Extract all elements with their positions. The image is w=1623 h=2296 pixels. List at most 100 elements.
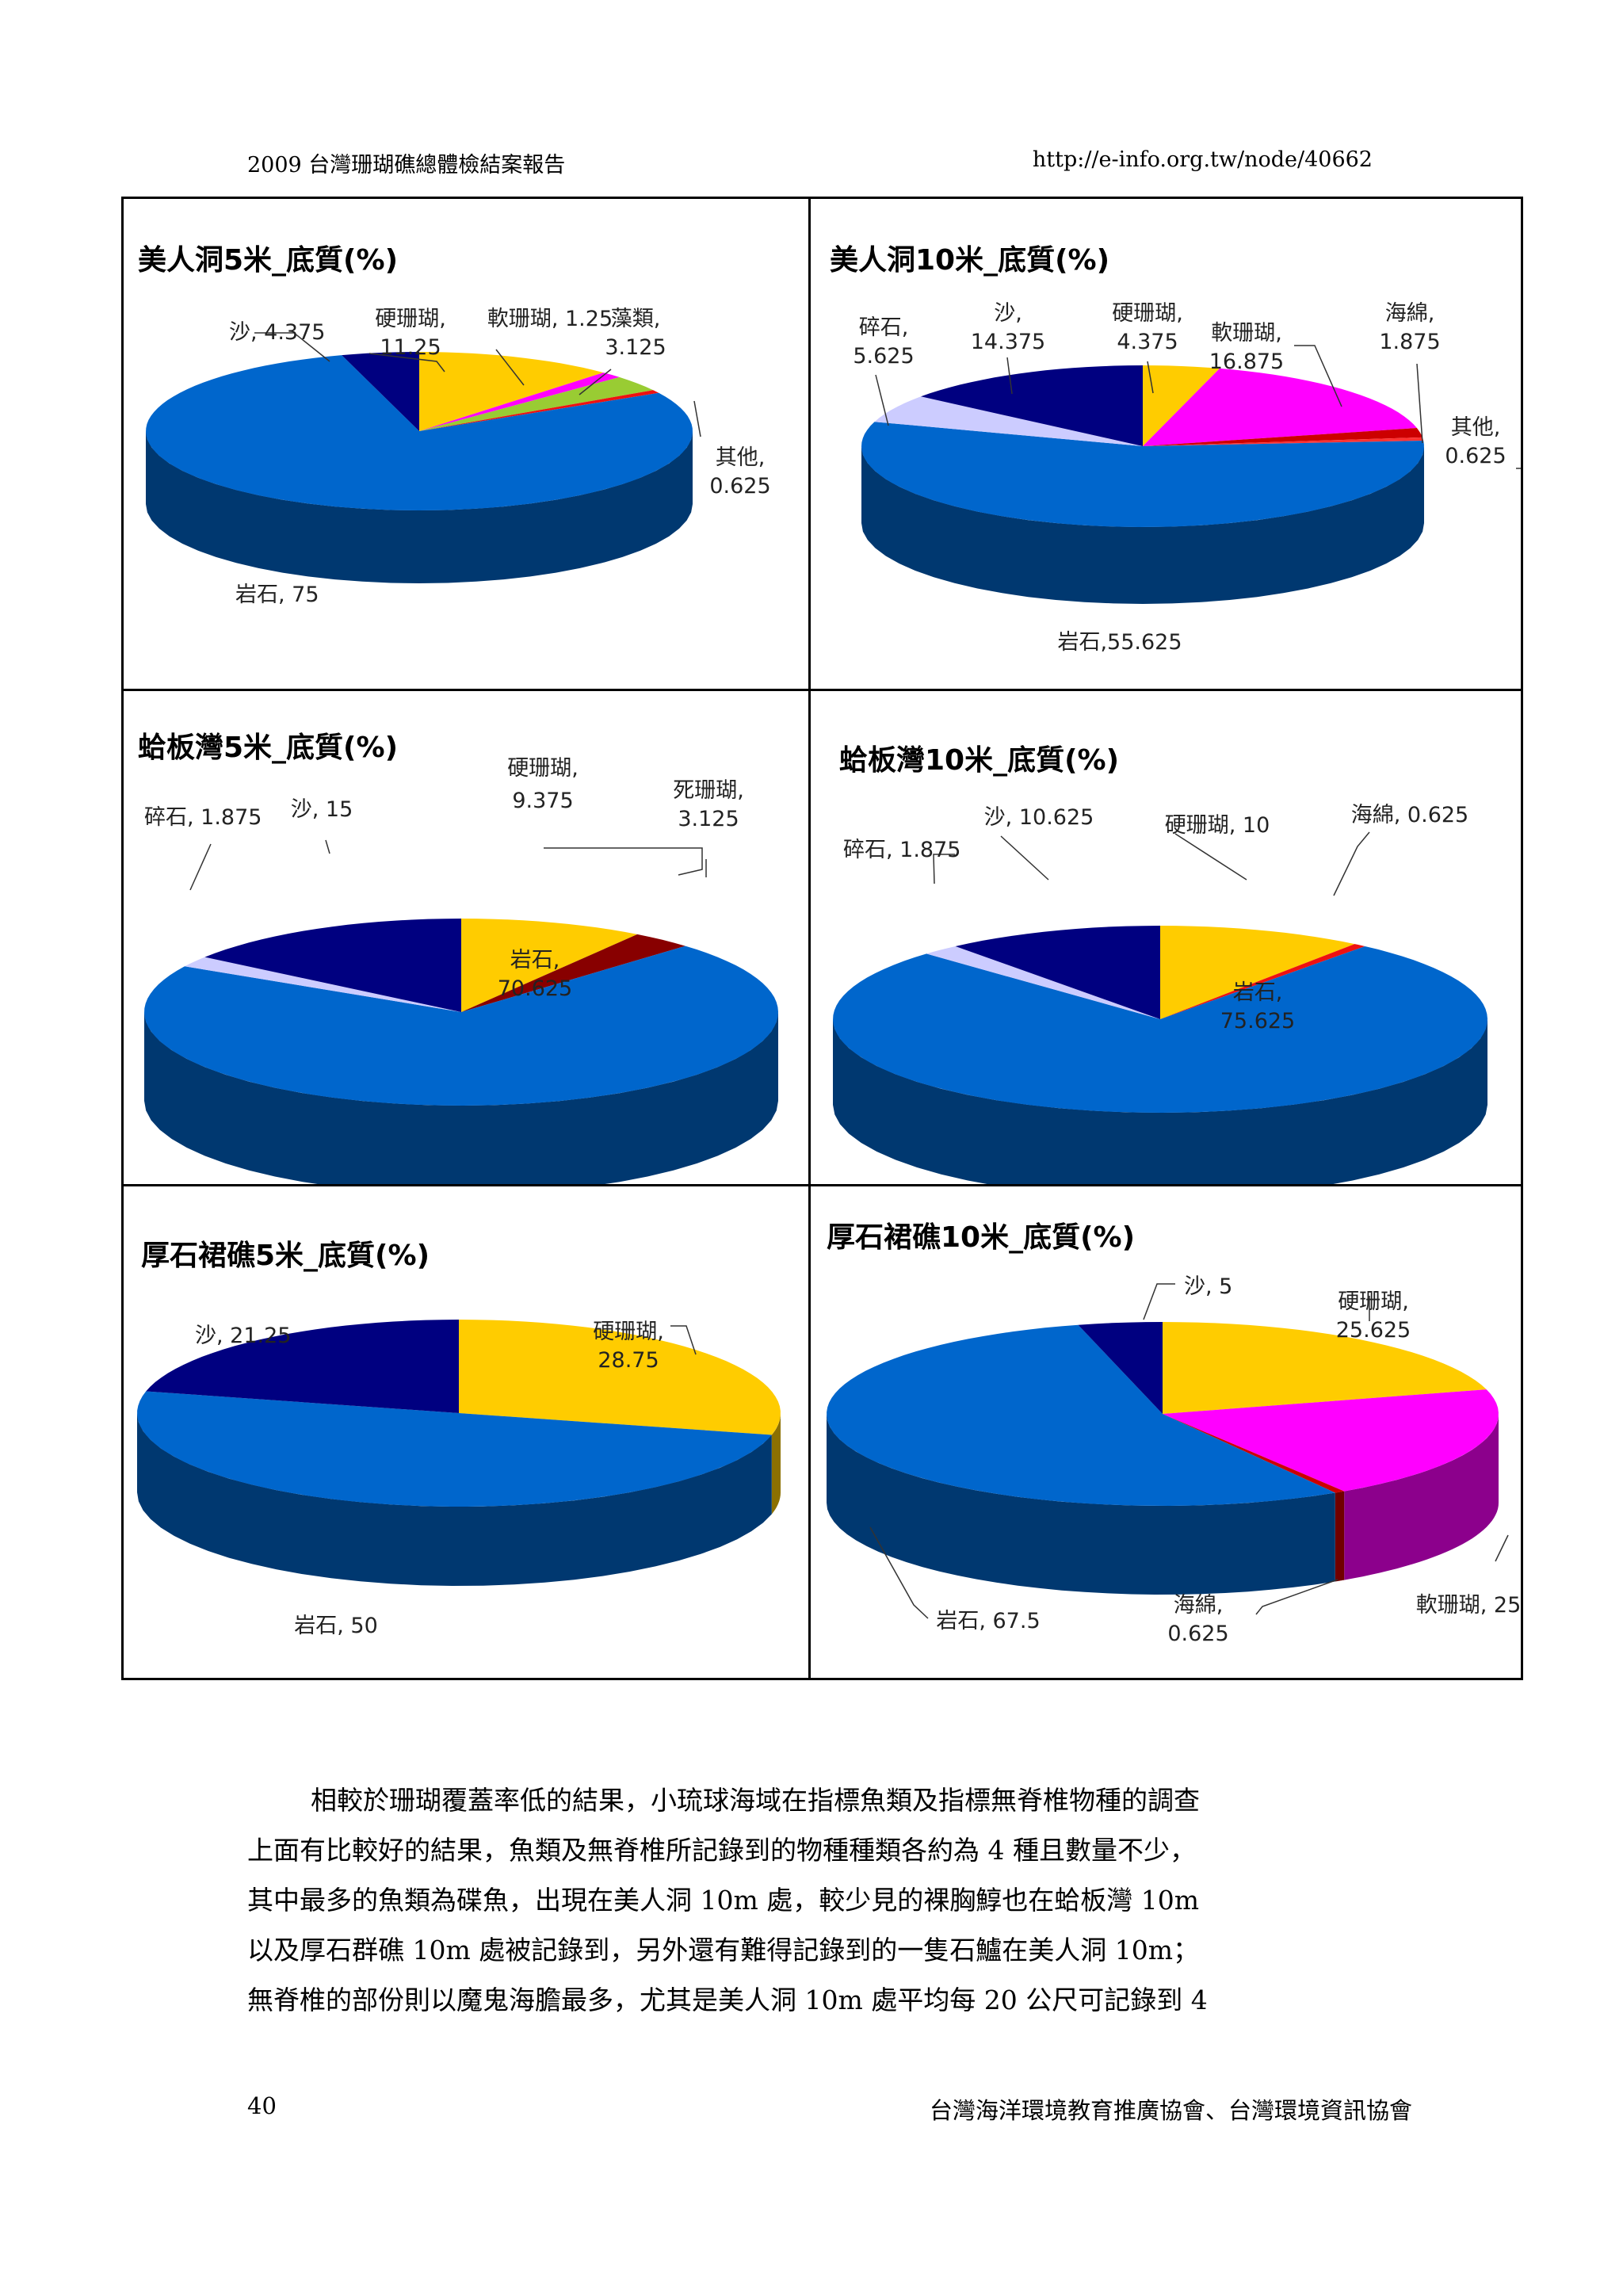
chart-label: 4.375 (1117, 330, 1178, 354)
chart-label: 海綿, (1385, 301, 1435, 326)
chart-label: 碎石, 1.875 (144, 805, 262, 830)
chart-label: 3.125 (605, 335, 666, 360)
pie-slice-side (137, 1413, 772, 1586)
body-line: 以及厚石群礁 10m 處被記錄到，另外還有難得記錄到的一隻石鱸在美人洞 10m； (247, 1935, 1200, 1966)
pie-slice (204, 919, 461, 1012)
chart-title: 厚石裙礁10米_底質(%) (827, 1221, 1136, 1254)
pie-slice-side (771, 1413, 781, 1515)
chart-label: 沙, 10.625 (984, 805, 1094, 830)
pie-slice (185, 957, 461, 1012)
chart-label: 軟珊瑚, 1.25 (487, 307, 613, 331)
pie-slice (137, 1391, 772, 1507)
pie-slice-side (833, 1019, 1487, 1184)
pie-body (146, 352, 693, 583)
chart-label: 9.375 (512, 789, 573, 813)
pie-slice-side (861, 446, 1424, 604)
chart-label: 硬珊瑚, (1112, 301, 1183, 326)
pie-slice (926, 946, 1160, 1019)
pie-slice (146, 355, 693, 510)
chart-title: 美人洞10米_底質(%) (830, 244, 1110, 277)
chart-title: 厚石裙礁5米_底質(%) (141, 1240, 430, 1272)
chart-label: 岩石, (1233, 980, 1283, 1005)
pie-slice (146, 1320, 459, 1413)
page-footer: 40 台灣海洋環境教育推廣協會、台灣環境資訊協會 (247, 2092, 1412, 2127)
pie-slice (419, 390, 659, 431)
chart-label: 海綿, (1174, 1593, 1224, 1618)
chart-panel-haban-10m: 蛤板灣10米_底質(%) 碎石, 1.875 沙, 10.625 硬珊瑚, 10… (811, 691, 1521, 1184)
pie-chart-haban-10m: 碎石, 1.875 沙, 10.625 硬珊瑚, 10 海綿, 0.625 岩石… (833, 803, 1487, 1184)
chart-label: 5.625 (853, 344, 914, 369)
grid-divider-row1 (121, 689, 1523, 691)
chart-label: 沙, (994, 301, 1022, 326)
chart-label: 藻類, (611, 307, 661, 331)
pie-slice (459, 1320, 781, 1435)
body-paragraph: 相較於珊瑚覆蓋率低的結果，小琉球海域在指標魚類及指標無脊椎物種的調查 上面有比較… (247, 1775, 1412, 2025)
pie-body (861, 365, 1424, 604)
body-line: 相較於珊瑚覆蓋率低的結果，小琉球海域在指標魚類及指標無脊椎物種的調查 (311, 1785, 1200, 1816)
chart-label: 其他, (716, 445, 766, 470)
chart-label: 硬珊瑚, (507, 756, 579, 781)
chart-label: 25.625 (1336, 1318, 1411, 1343)
pie-body (137, 1320, 781, 1586)
chart-panel-houshi-5m: 厚石裙礁5米_底質(%) 沙, 21.25 硬珊瑚, 28.75 岩石, 50 (124, 1186, 808, 1678)
chart-label: 沙, 15 (291, 797, 353, 822)
chart-label: 硬珊瑚, (593, 1320, 664, 1344)
pie-chart-meiren-10m: 碎石, 5.625 沙, 14.375 硬珊瑚, 4.375 軟珊瑚, 16.8… (853, 301, 1521, 655)
pie-slice (827, 1324, 1335, 1506)
pie-chart-houshi-10m: 沙, 5 硬珊瑚, 25.625 軟珊瑚, 25 海綿, 0.625 岩石, 6… (827, 1274, 1521, 1646)
pie-slice (1160, 926, 1355, 1019)
pie-chart-meiren-5m: 沙, 4.375 硬珊瑚, 11.25 軟珊瑚, 1.25 藻類, 3.125 … (146, 307, 771, 607)
chart-label: 海綿, 0.625 (1351, 803, 1468, 827)
body-line: 無脊椎的部份則以魔鬼海膽最多，尤其是美人洞 10m 處平均每 20 公尺可記錄到… (247, 1985, 1208, 2015)
footer-organizations: 台灣海洋環境教育推廣協會、台灣環境資訊協會 (929, 2097, 1412, 2124)
chart-label: 碎石, (859, 315, 909, 340)
chart-label: 岩石, (510, 948, 560, 972)
chart-label: 軟珊瑚, 25 (1416, 1593, 1521, 1618)
pie-slice (861, 422, 1424, 527)
page-header: 2009 台灣珊瑚礁總體檢結案報告 http://e-info.org.tw/n… (247, 147, 1373, 182)
report-title: 2009 台灣珊瑚礁總體檢結案報告 (247, 153, 566, 178)
chart-label: 0.625 (709, 474, 770, 499)
chart-label: 硬珊瑚, (375, 307, 446, 331)
pie-slice (1143, 428, 1423, 446)
source-url[interactable]: http://e-info.org.tw/node/40662 (1032, 147, 1373, 172)
chart-label: 28.75 (598, 1348, 659, 1373)
chart-label: 沙, 5 (1184, 1274, 1232, 1299)
pie-slice (874, 396, 1143, 446)
grid-divider-row2 (121, 1184, 1523, 1186)
chart-label: 沙, 4.375 (229, 320, 325, 345)
chart-label: 14.375 (971, 330, 1045, 354)
pie-slice (419, 376, 654, 431)
chart-label: 死珊瑚, (673, 778, 744, 803)
pie-slice-side (1335, 1491, 1345, 1582)
pie-slice (461, 919, 638, 1012)
chart-panel-haban-5m: 蛤板灣5米_底質(%) 碎石, 1.875 沙, 15 硬珊瑚, 9.375 死… (124, 691, 808, 1184)
pie-slice-side (144, 1012, 778, 1184)
chart-title: 美人洞5米_底質(%) (138, 244, 399, 277)
pie-slice-side (1344, 1414, 1499, 1580)
pie-slice (1163, 1414, 1345, 1493)
pie-body (827, 1322, 1499, 1595)
pie-slice (342, 352, 419, 431)
chart-grid (121, 197, 1523, 1680)
chart-label: 岩石,55.625 (1057, 630, 1182, 655)
chart-label: 硬珊瑚, (1338, 1289, 1409, 1314)
chart-label: 11.25 (380, 335, 441, 360)
chart-label: 0.625 (1445, 444, 1506, 468)
chart-label: 其他, (1451, 415, 1501, 440)
pie-slice (921, 365, 1143, 446)
chart-label: 3.125 (678, 807, 739, 831)
chart-panel-meiren-5m: 美人洞5米_底質(%) 沙, 4.375 硬珊瑚, 11.25 軟珊瑚, 1.2… (124, 199, 808, 689)
chart-label: 1.875 (1379, 330, 1440, 354)
pie-slice (144, 946, 778, 1106)
pie-slice (1163, 1322, 1487, 1414)
chart-label: 岩石, 67.5 (936, 1609, 1040, 1633)
pie-slice (1163, 1389, 1499, 1492)
chart-panel-meiren-10m: 美人洞10米_底質(%) 碎石, 5.625 沙, 14.375 硬珊瑚, 4.… (811, 199, 1521, 689)
pie-body (144, 919, 778, 1184)
chart-label: 硬珊瑚, 10 (1165, 813, 1270, 838)
pie-slice (1143, 437, 1424, 446)
pie-slice (1143, 368, 1417, 446)
body-line: 其中最多的魚類為碟魚，出現在美人洞 10m 處，較少見的裸胸鯙也在蛤板灣 10m (247, 1885, 1200, 1916)
pie-slice (1078, 1322, 1163, 1414)
